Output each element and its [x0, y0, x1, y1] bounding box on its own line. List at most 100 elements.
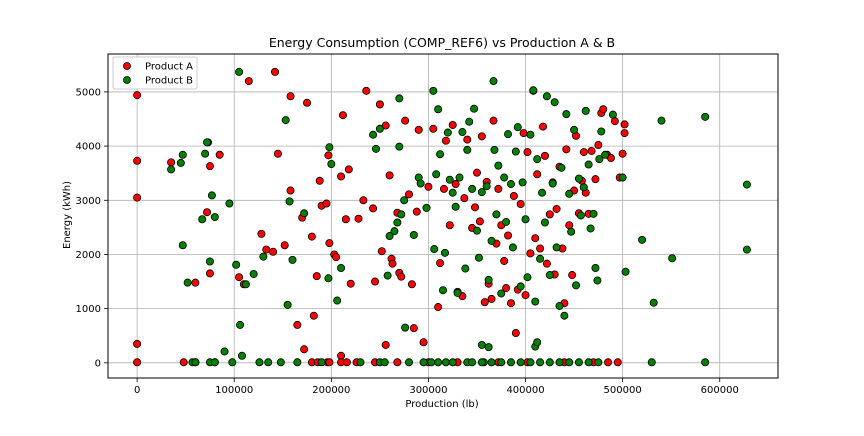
data-point-product-b [550, 98, 559, 107]
data-point-product-b [327, 159, 336, 168]
data-point-product-a [552, 204, 561, 213]
data-point-product-a [451, 180, 460, 189]
data-point-product-b [586, 224, 595, 233]
data-point-product-a [405, 190, 414, 199]
data-point-product-a [409, 324, 418, 333]
data-point-product-b [502, 217, 511, 226]
data-point-product-b [419, 358, 428, 367]
data-point-product-b [511, 147, 520, 156]
data-point-product-b [516, 282, 525, 291]
data-point-product-b [300, 209, 309, 218]
data-point-product-b [178, 150, 187, 159]
data-point-product-b [441, 358, 450, 367]
data-point-product-b [492, 210, 501, 219]
data-point-product-a [393, 358, 402, 367]
data-point-product-a [587, 146, 596, 155]
data-point-product-a [516, 200, 525, 209]
data-point-product-a [539, 122, 548, 131]
data-point-product-b [445, 175, 454, 184]
data-point-product-a [133, 156, 142, 165]
data-point-product-b [533, 338, 542, 347]
data-point-product-a [344, 165, 353, 174]
data-point-product-b [178, 241, 187, 250]
data-point-product-a [604, 358, 613, 367]
plot-frame [107, 53, 779, 379]
data-point-product-a [487, 294, 496, 303]
data-point-product-b [448, 188, 457, 197]
data-point-product-b [576, 211, 585, 220]
data-point-product-b [333, 296, 342, 305]
data-point-product-b [474, 253, 483, 262]
data-point-product-b [317, 358, 326, 367]
data-point-product-a [354, 214, 363, 223]
data-point-product-b [395, 142, 404, 151]
data-point-product-b [540, 218, 549, 227]
data-point-product-b [375, 124, 384, 133]
data-point-product-a [448, 120, 457, 129]
data-point-product-b [205, 257, 214, 266]
data-point-product-b [203, 138, 212, 147]
data-point-product-a [526, 249, 535, 258]
data-point-product-b [225, 199, 234, 208]
legend-marker-product-a [123, 62, 131, 70]
y-axis-label: Energy (kWh) [62, 181, 73, 249]
data-point-product-a [359, 196, 368, 205]
data-point-product-b [369, 130, 378, 139]
data-point-product-b [487, 358, 496, 367]
data-point-product-b [506, 358, 515, 367]
data-point-product-b [538, 188, 547, 197]
data-point-product-b [427, 358, 436, 367]
data-point-product-a [562, 145, 571, 154]
data-point-product-b [453, 288, 462, 297]
data-point-product-b [668, 254, 677, 263]
data-point-product-b [443, 128, 452, 137]
legend-marker-product-b [123, 76, 131, 84]
data-point-product-b [500, 173, 509, 182]
data-point-product-a [203, 208, 212, 217]
data-point-product-b [285, 197, 294, 206]
data-point-product-b [506, 180, 515, 189]
data-point-product-b [337, 264, 346, 273]
data-point-product-b [397, 210, 406, 219]
data-point-product-b [440, 248, 449, 257]
data-point-product-b [638, 235, 647, 244]
data-point-product-b [489, 77, 498, 86]
data-point-product-a [369, 204, 378, 213]
data-point-product-b [380, 358, 389, 367]
data-point-product-a [205, 269, 214, 278]
data-point-product-b [742, 180, 751, 189]
data-point-product-b [448, 358, 457, 367]
data-point-product-b [429, 86, 438, 95]
data-point-product-a [271, 67, 280, 76]
data-point-product-a [401, 116, 410, 125]
data-point-product-a [377, 247, 386, 256]
data-point-product-b [249, 269, 258, 278]
data-point-product-a [414, 125, 423, 134]
y-tick-label: 0 [95, 358, 101, 369]
x-tick-label: 500000 [604, 385, 642, 396]
data-point-product-b [400, 196, 409, 205]
data-point-product-b [470, 104, 479, 113]
data-point-product-a [412, 207, 421, 216]
data-point-product-b [198, 215, 207, 224]
data-point-product-b [255, 358, 264, 367]
data-point-product-a [439, 184, 448, 193]
grid-lines [108, 54, 778, 378]
data-point-product-b [477, 188, 486, 197]
data-point-product-a [338, 111, 347, 120]
chart-title: Energy Consumption (COMP_REF6) vs Produc… [269, 35, 615, 50]
data-point-product-a [309, 311, 318, 320]
data-point-product-b [523, 273, 532, 282]
data-point-product-b [436, 150, 445, 159]
data-point-product-b [264, 358, 273, 367]
data-point-product-b [283, 300, 292, 309]
data-point-product-b [531, 297, 540, 306]
data-point-product-b [618, 173, 627, 182]
data-point-product-a [300, 345, 309, 354]
data-point-product-b [281, 116, 290, 125]
data-point-product-b [325, 143, 334, 152]
data-point-product-a [620, 120, 629, 129]
data-point-product-b [228, 358, 237, 367]
x-tick-label: 0 [134, 385, 140, 396]
data-point-product-a [215, 150, 224, 159]
